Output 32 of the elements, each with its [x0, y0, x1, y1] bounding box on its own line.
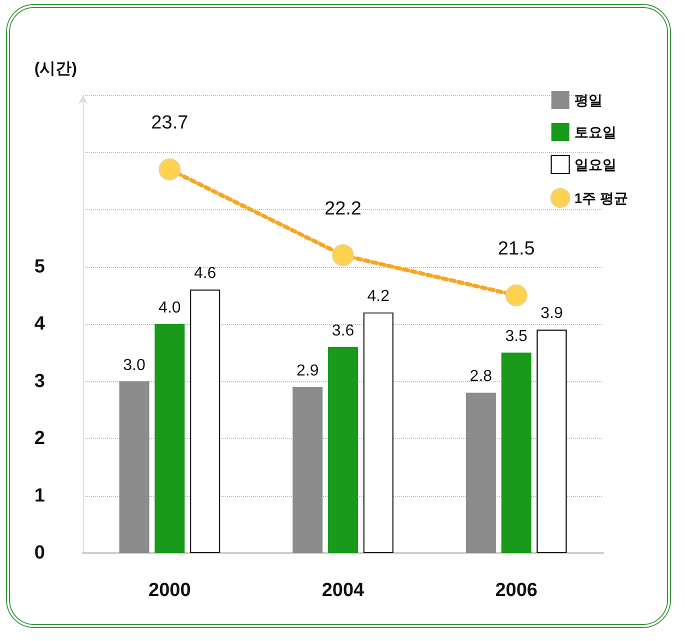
data-label: 22.2	[324, 198, 362, 220]
x-tick-label: 2006	[495, 580, 538, 601]
data-label: 4.0	[158, 300, 181, 316]
x-tick-label: 2000	[148, 580, 191, 601]
data-label: 3.0	[123, 356, 146, 374]
legend-label: 1주 평균	[574, 190, 628, 206]
data-label: 4.2	[367, 288, 390, 306]
data-label: 2.9	[296, 362, 319, 380]
bar	[501, 352, 532, 553]
bar	[466, 392, 496, 553]
y-tick-label: 1	[34, 485, 46, 506]
y-axis-title: (시간)	[34, 60, 77, 78]
y-tick-label: 5	[34, 256, 46, 278]
bar	[292, 386, 323, 553]
data-label: 4.6	[194, 265, 216, 282]
y-tick-label: 0	[34, 542, 45, 564]
data-label: 3.5	[505, 328, 528, 346]
data-label: 3.9	[540, 305, 563, 322]
y-tick-label: 4	[34, 314, 46, 334]
legend-label: 평일	[574, 92, 602, 108]
y-tick-label: 3	[34, 370, 45, 392]
bar	[154, 324, 185, 553]
data-label: 21.5	[498, 238, 535, 260]
legend-label: 일요일	[574, 156, 616, 172]
data-label: 23.7	[151, 112, 188, 134]
y-tick-label: 2	[34, 428, 45, 449]
x-tick-label: 2004	[322, 580, 365, 601]
legend-label: 토요일	[574, 124, 616, 140]
bar	[328, 346, 358, 553]
bar	[119, 381, 150, 553]
data-label: 3.6	[332, 322, 354, 340]
data-label: 2.8	[470, 368, 492, 386]
